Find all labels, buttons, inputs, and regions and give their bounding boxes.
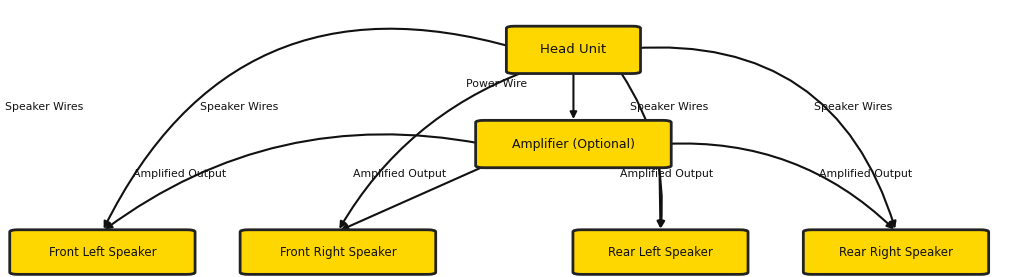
Text: Speaker Wires: Speaker Wires [5, 102, 83, 112]
Text: Speaker Wires: Speaker Wires [200, 102, 278, 112]
Text: Power Wire: Power Wire [466, 79, 527, 89]
FancyBboxPatch shape [507, 26, 641, 74]
Text: Amplified Output: Amplified Output [819, 169, 912, 179]
Text: Rear Left Speaker: Rear Left Speaker [608, 246, 713, 258]
Text: Front Right Speaker: Front Right Speaker [280, 246, 396, 258]
FancyBboxPatch shape [10, 230, 195, 274]
Text: Front Left Speaker: Front Left Speaker [48, 246, 157, 258]
Text: Rear Right Speaker: Rear Right Speaker [839, 246, 953, 258]
FancyBboxPatch shape [573, 230, 748, 274]
Text: Speaker Wires: Speaker Wires [630, 102, 708, 112]
FancyBboxPatch shape [803, 230, 989, 274]
Text: Amplified Output: Amplified Output [133, 169, 226, 179]
Text: Amplifier (Optional): Amplifier (Optional) [512, 138, 635, 150]
Text: Head Unit: Head Unit [541, 43, 606, 56]
Text: Speaker Wires: Speaker Wires [814, 102, 892, 112]
FancyBboxPatch shape [475, 120, 672, 168]
Text: Amplified Output: Amplified Output [620, 169, 713, 179]
Text: Amplified Output: Amplified Output [353, 169, 446, 179]
FancyBboxPatch shape [240, 230, 436, 274]
